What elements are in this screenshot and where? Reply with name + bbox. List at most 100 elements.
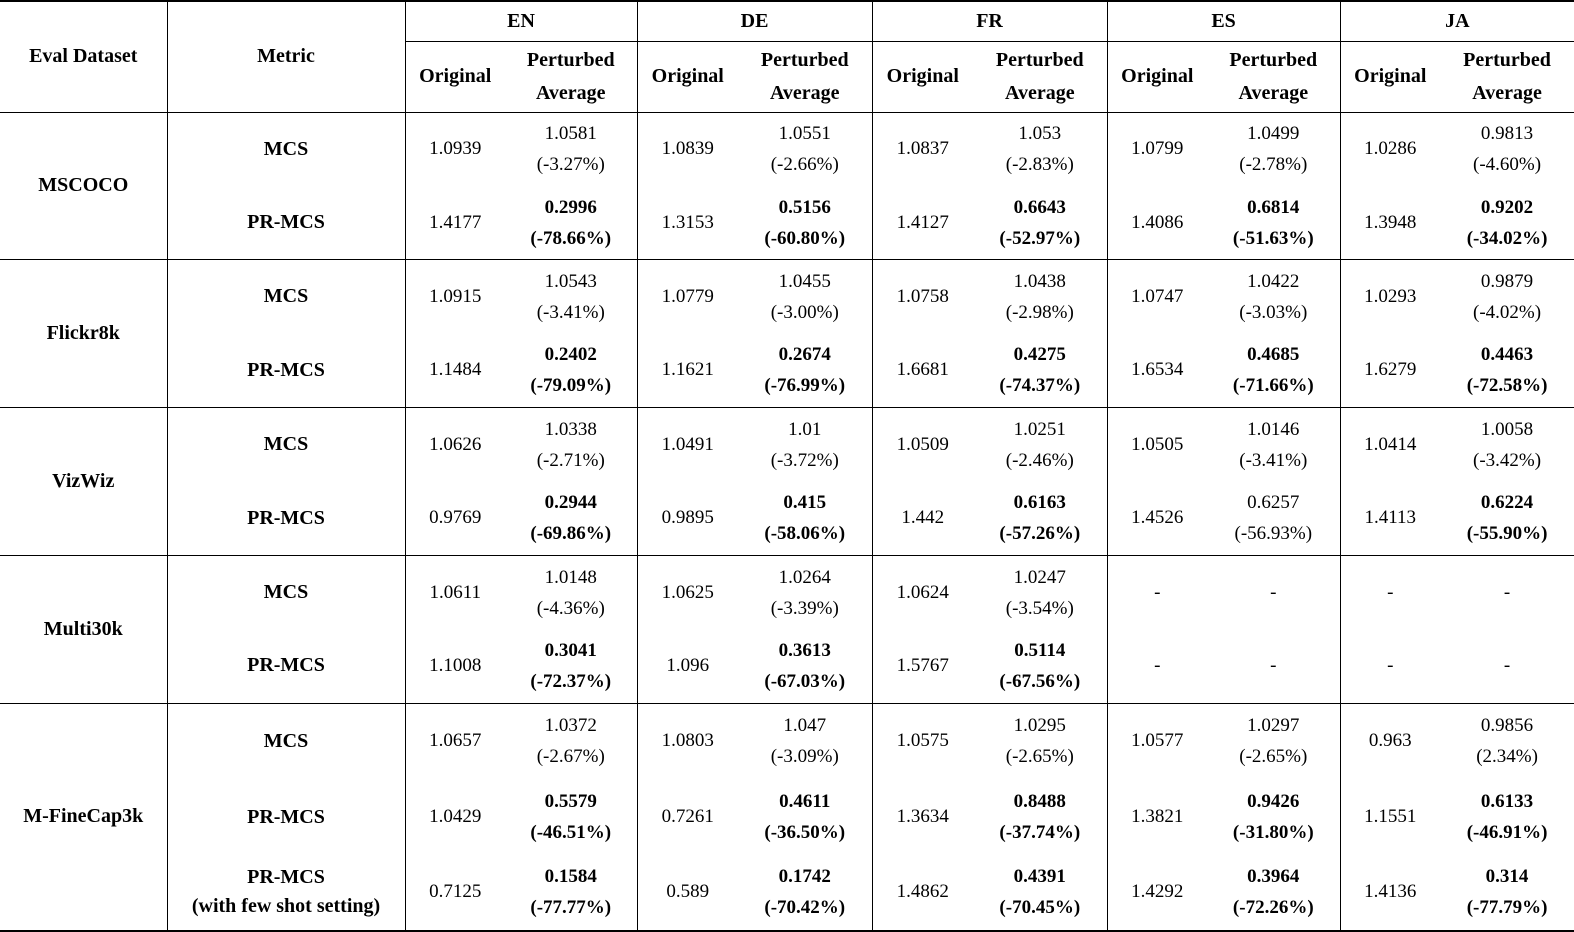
- perturbed-pct: (-78.66%): [530, 227, 612, 249]
- perturbed-value: 0.8488: [1013, 791, 1066, 812]
- perturbed-value: 0.4275: [1013, 344, 1066, 366]
- original-value: 1.0837: [871, 111, 974, 186]
- original-value: 1.6534: [1106, 333, 1208, 408]
- perturbed-value: 0.6257: [1247, 492, 1300, 514]
- perturbed-average-cell: 0.9856 (2.34%): [1440, 702, 1574, 780]
- col-header-perturbed-line: Perturbed: [1229, 48, 1318, 71]
- perturbed-pct: (-4.36%): [536, 597, 605, 619]
- original-value: 0.9895: [636, 481, 739, 556]
- original-value: 1.6279: [1339, 333, 1441, 408]
- original-value: 1.0505: [1106, 407, 1208, 482]
- perturbed-average-cell: 0.6224 (-55.90%): [1440, 481, 1574, 555]
- col-header-lang-ja: JA: [1339, 1, 1574, 42]
- perturbed-pct: (-3.39%): [770, 597, 839, 619]
- perturbed-pct: (-55.90%): [1466, 523, 1548, 545]
- perturbed-average-cell: 1.0438 (-2.98%): [973, 259, 1108, 334]
- table-row: PR-MCS (with few shot setting) 0.7125 0.158…: [0, 854, 1574, 931]
- col-header-original: Original: [1106, 41, 1208, 112]
- perturbed-pct: (-2.71%): [536, 449, 605, 471]
- perturbed-average-cell: 0.5114 (-67.56%): [973, 629, 1107, 703]
- original-value: 0.963: [1339, 702, 1441, 780]
- original-value: 1.0747: [1106, 259, 1208, 334]
- perturbed-average-cell: 0.3041 (-72.37%): [505, 629, 637, 703]
- perturbed-pct: (-70.42%): [764, 897, 846, 919]
- perturbed-pct: (-67.56%): [999, 670, 1081, 692]
- perturbed-value: 1.01: [788, 418, 822, 440]
- perturbed-pct: (-34.02%): [1466, 227, 1548, 249]
- perturbed-average-cell: 1.0551 (-2.66%): [738, 111, 873, 186]
- perturbed-value: 0.3041: [544, 639, 597, 661]
- col-header-original: Original: [636, 41, 739, 112]
- metric-name-line: MCS: [263, 433, 309, 456]
- original-value: -: [1106, 629, 1208, 704]
- perturbed-value: 0.4391: [1013, 866, 1066, 888]
- perturbed-pct: (-72.37%): [530, 670, 612, 692]
- perturbed-value: 0.9426: [1247, 791, 1300, 812]
- perturbed-pct: (-72.26%): [1232, 897, 1314, 919]
- perturbed-pct: (-46.51%): [530, 822, 612, 843]
- perturbed-pct: (-71.66%): [1232, 375, 1314, 397]
- col-header-perturbed-average: Perturbed Average: [738, 41, 872, 112]
- original-value: 1.1484: [404, 333, 505, 408]
- perturbed-pct: (-52.97%): [999, 227, 1081, 249]
- perturbed-pct: (-3.42%): [1473, 449, 1542, 471]
- metric-name: PR-MCS: [166, 333, 405, 408]
- perturbed-average-cell: 1.0543 (-3.41%): [505, 259, 638, 334]
- perturbed-average-cell: 1.0581 (-3.27%): [505, 111, 638, 186]
- perturbed-value: 0.6643: [1013, 196, 1066, 218]
- perturbed-average-cell: 0.4275 (-74.37%): [973, 334, 1107, 408]
- col-header-original: Original: [871, 41, 974, 112]
- original-value: 1.1008: [404, 629, 505, 704]
- perturbed-pct: (-4.60%): [1473, 154, 1542, 176]
- perturbed-pct: (-3.54%): [1005, 597, 1074, 619]
- col-header-perturbed-line: Average: [535, 81, 606, 104]
- perturbed-average-cell: -: [1207, 629, 1340, 703]
- original-value: 1.4177: [404, 185, 505, 260]
- perturbed-value: 0.6163: [1013, 492, 1066, 514]
- perturbed-value: 0.2944: [544, 492, 597, 514]
- perturbed-value: -: [1503, 582, 1511, 604]
- perturbed-pct: (-2.78%): [1239, 154, 1308, 176]
- perturbed-average-cell: 0.6643 (-52.97%): [973, 186, 1107, 260]
- metric-name: MCS: [166, 259, 405, 334]
- perturbed-pct: (-2.66%): [770, 154, 839, 176]
- perturbed-average-cell: 0.4685 (-71.66%): [1207, 334, 1340, 408]
- perturbed-value: 1.0247: [1013, 566, 1066, 588]
- perturbed-value: 0.6133: [1480, 791, 1534, 812]
- perturbed-pct: (-2.98%): [1005, 301, 1074, 323]
- perturbed-average-cell: 1.0247 (-3.54%): [973, 554, 1108, 630]
- perturbed-value: 1.0455: [778, 270, 831, 292]
- original-value: 0.9769: [404, 481, 505, 556]
- col-header-metric: Metric: [166, 1, 405, 112]
- original-value: 1.3634: [871, 779, 974, 855]
- perturbed-value: 1.0551: [778, 123, 831, 145]
- original-value: 1.4526: [1106, 481, 1208, 556]
- table-body: MSCOCO MCS 1.0939 1.0581 (-3.27%) 1.0839 1.055…: [0, 111, 1574, 931]
- perturbed-value: 0.5114: [1014, 639, 1066, 661]
- perturbed-pct: (-57.26%): [999, 523, 1081, 545]
- perturbed-pct: (-77.79%): [1466, 897, 1548, 919]
- perturbed-average-cell: 1.0058 (-3.42%): [1440, 407, 1574, 482]
- table-row: M-FineCap3k MCS 1.0657 1.0372 (-2.67%) 1.0803…: [0, 702, 1574, 931]
- table-row: Multi30k MCS 1.0611 1.0148 (-4.36%) 1.0625 1.0…: [0, 554, 1574, 704]
- metric-name: PR-MCS: [166, 185, 405, 260]
- perturbed-value: 1.0058: [1480, 418, 1534, 440]
- perturbed-pct: (-72.58%): [1466, 375, 1548, 397]
- col-header-original: Original: [1339, 41, 1441, 112]
- dataset-name: Flickr8k: [0, 259, 167, 408]
- original-value: 1.0575: [871, 702, 974, 780]
- metric-name-line: PR-MCS: [247, 506, 325, 529]
- perturbed-value: 1.0438: [1013, 270, 1066, 292]
- table-row: PR-MCS 1.1484 0.2402 (-79.09%) 1.1621 0.2674 (…: [0, 333, 1574, 408]
- perturbed-pct: (-3.00%): [770, 301, 839, 323]
- perturbed-value: 0.4611: [779, 791, 831, 812]
- metric-name-line: MCS: [263, 581, 309, 604]
- perturbed-pct: (-4.02%): [1473, 301, 1542, 323]
- original-value: -: [1106, 554, 1208, 630]
- original-value: 1.3821: [1106, 779, 1208, 855]
- col-header-perturbed-average: Perturbed Average: [973, 41, 1107, 112]
- perturbed-pct: (-2.67%): [536, 746, 605, 768]
- perturbed-pct: (-31.80%): [1232, 822, 1314, 843]
- perturbed-value: 1.0372: [544, 715, 597, 737]
